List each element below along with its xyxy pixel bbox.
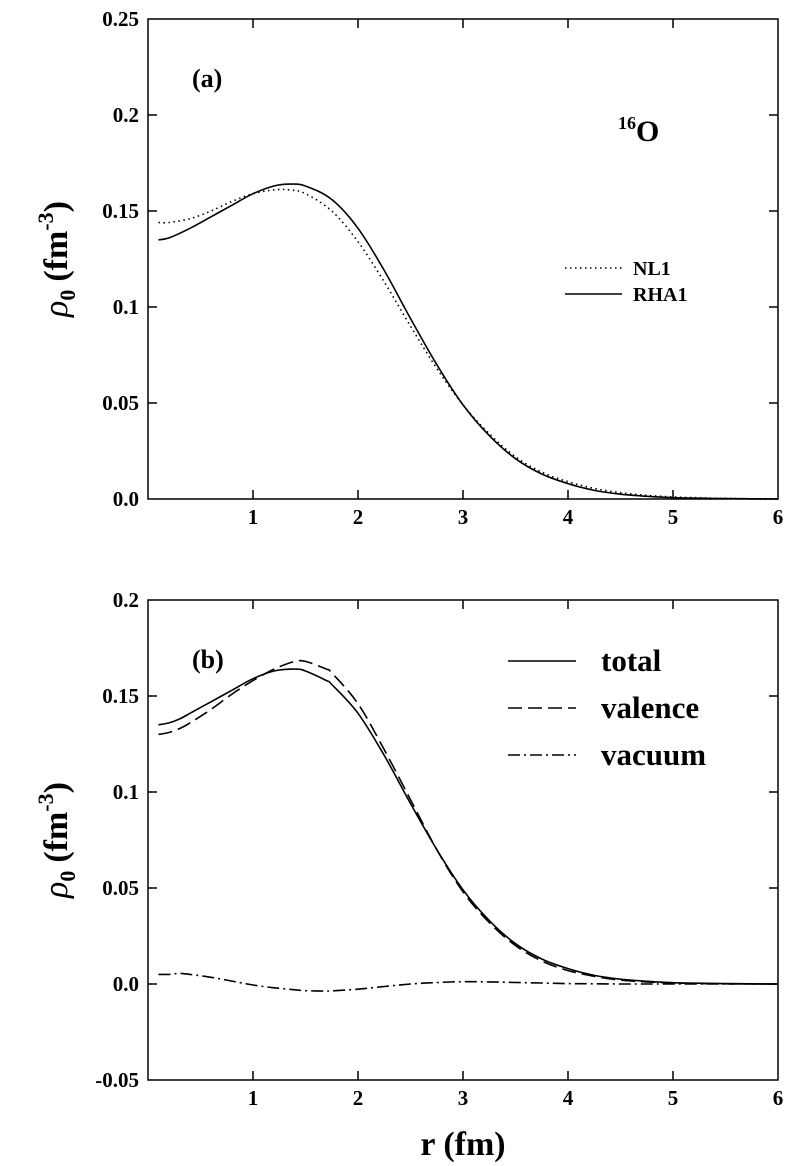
y-tick-label-b-0-0: 0.0 [113,972,139,996]
y-tick-label-a-0-05: 0.05 [102,391,139,415]
x-tick-label-b-6: 6 [773,1086,784,1110]
series-group-a [158,183,779,500]
panel-label-b: (b) [192,645,224,674]
plot-frame-b [147,599,779,1081]
tick-marks-b [148,600,778,1080]
y-axis-rho-b: ρ [38,882,75,899]
x-tick-label-a-6: 6 [773,505,784,529]
y-tick-label-a-0-25: 0.25 [102,7,139,31]
x-tick-label-a-3: 3 [458,505,469,529]
series-line-b-vacuum [158,972,778,992]
y-axis-close-a: ) [38,201,75,212]
x-tick-label-b-2: 2 [353,1086,364,1110]
y-tick-label-b-0-2: 0.2 [113,588,139,612]
series-group-b [158,659,779,992]
y-tick-label-a-0-1: 0.1 [113,295,139,319]
y-tick-label-b-0-1: 0.1 [113,780,139,804]
y-tick-label-a-0-2: 0.2 [113,103,139,127]
y-tick-label-b-0-05: -0.05 [95,1068,139,1092]
y-axis-close-b: ) [38,782,75,793]
legend-label-total: total [601,643,662,678]
tick-marks-a [148,19,778,499]
y-tick-label-a-0-0: 0.0 [113,487,139,511]
series-line-a-nl1 [158,188,779,500]
x-tick-label-b-1: 1 [248,1086,259,1110]
legend-label-rha1: RHA1 [633,284,687,306]
x-tick-label-b-3: 3 [458,1086,469,1110]
y-axis-title-b: ρ0 (fm-3) [33,782,80,899]
legend-label-valence: valence [601,690,699,725]
x-axis-title: r (fm) [420,1126,505,1163]
legend-b: total valence vacuum [508,643,706,772]
series-line-a-rha1 [158,183,779,500]
y-tick-labels-b: -0.05 0.0 0.05 0.1 0.15 0.2 [95,588,139,1092]
x-tick-label-a-1: 1 [248,505,259,529]
legend-label-nl1: NL1 [633,258,671,280]
x-tick-label-a-5: 5 [668,505,679,529]
series-line-b-valence [158,659,778,985]
y-tick-label-b-0-15: 0.15 [102,684,139,708]
panel-label-a: (a) [192,64,222,93]
y-axis-exp-b: -3 [33,793,58,811]
y-axis-rho-sub-b: 0 [55,871,80,882]
nucleus-annotation: 16O [618,113,659,148]
panel-b: 1 2 3 4 5 6 -0.05 0.0 0.05 0.1 0.15 0.2 (b) total … [33,588,783,1163]
y-axis-exp-a: -3 [33,212,58,230]
x-tick-labels-b: 1 2 3 4 5 6 [248,1086,784,1110]
panel-a: 1 2 3 4 5 6 0.0 0.05 0.1 0.15 0.2 0.25 (a) 16O NL1… [33,7,783,529]
nucleus-element: O [636,115,659,148]
y-tick-label-b-0-05: 0.05 [102,876,139,900]
x-tick-labels-a: 1 2 3 4 5 6 [248,505,784,529]
x-tick-label-a-4: 4 [563,505,574,529]
x-tick-label-b-4: 4 [563,1086,574,1110]
legend-a: NL1 RHA1 [565,258,687,306]
y-axis-rho-a: ρ [38,301,75,318]
plot-frame-a [147,18,779,500]
legend-label-vacuum: vacuum [601,737,706,772]
y-axis-unit-b: (fm [38,812,75,863]
nucleus-mass-number: 16 [618,113,636,133]
y-axis-unit-a: (fm [38,231,75,282]
y-tick-label-a-0-15: 0.15 [102,199,139,223]
y-axis-title-a: ρ0 (fm-3) [33,201,80,318]
x-tick-label-b-5: 5 [668,1086,679,1110]
x-tick-label-a-2: 2 [353,505,364,529]
y-tick-labels-a: 0.0 0.05 0.1 0.15 0.2 0.25 [102,7,139,511]
y-axis-rho-sub-a: 0 [55,290,80,301]
